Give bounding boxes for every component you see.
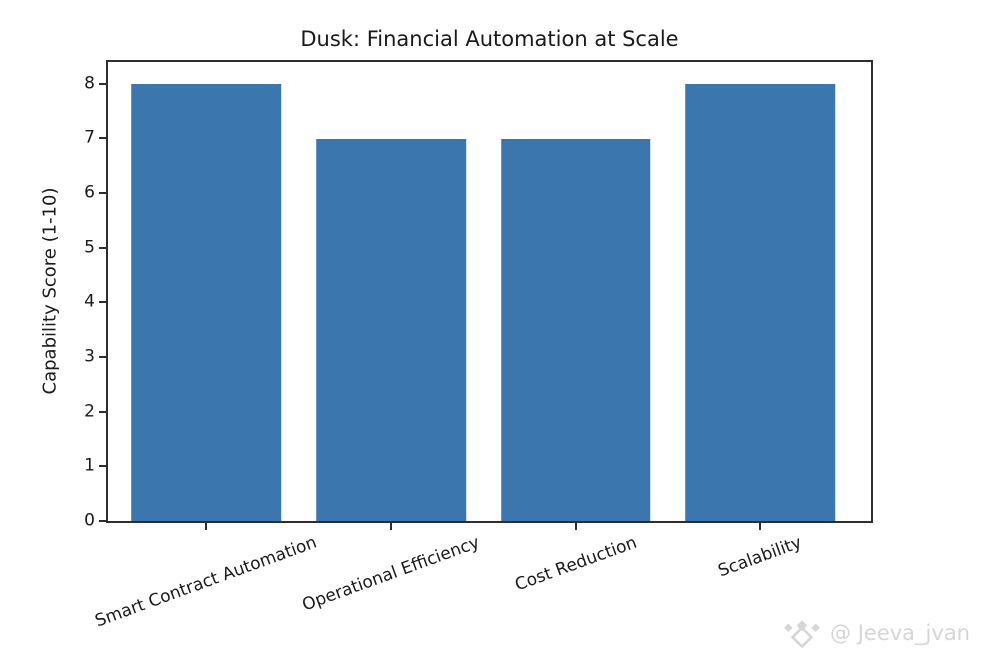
plot-area: 0 1 2 3 4 5 6 7 8 Smart Contract Automation Operat…: [84, 60, 873, 631]
bar-cost-reduction: [500, 138, 651, 521]
y-tick-label: 5: [84, 237, 95, 258]
x-tick-mark: [205, 523, 208, 530]
y-tick-label: 1: [84, 455, 95, 476]
chart-title: Dusk: Financial Automation at Scale: [300, 27, 679, 51]
bar-smart-contract-automation: [131, 83, 282, 521]
bar-operational-efficiency: [316, 138, 466, 521]
y-tick-mark: [99, 356, 106, 359]
watermark-handle: @ Jeeva_jvan: [830, 621, 970, 645]
y-tick-label: 6: [84, 182, 95, 203]
y-tick-mark: [99, 192, 106, 195]
y-tick-label: 2: [84, 401, 95, 422]
y-tick-mark: [99, 246, 106, 249]
bar-scalability: [685, 83, 836, 521]
y-axis-label: Capability Score (1-10): [39, 187, 61, 395]
y-tick-mark: [99, 410, 106, 413]
x-tick-label: Smart Contract Automation: [92, 532, 320, 632]
y-tick-mark: [99, 465, 106, 468]
y-tick-mark: [99, 301, 106, 304]
x-tick-mark: [759, 523, 762, 530]
x-tick-mark: [390, 523, 393, 530]
y-tick-mark: [99, 137, 106, 140]
y-tick-label: 8: [84, 73, 95, 94]
y-tick-mark: [99, 520, 106, 522]
x-tick-label: Operational Efficiency: [299, 532, 483, 616]
y-tick-label: 4: [84, 291, 95, 312]
watermark: @ Jeeva_jvan: [781, 614, 970, 652]
x-tick-label: Scalability: [715, 532, 805, 582]
y-tick-label: 3: [84, 346, 95, 367]
x-tick-mark: [574, 523, 577, 530]
y-tick-mark: [99, 82, 106, 85]
x-tick-label: Cost Reduction: [512, 532, 640, 596]
y-tick-label: 0: [84, 510, 95, 531]
binance-diamond-logo-icon: [784, 620, 820, 649]
y-tick-label: 7: [84, 127, 95, 148]
